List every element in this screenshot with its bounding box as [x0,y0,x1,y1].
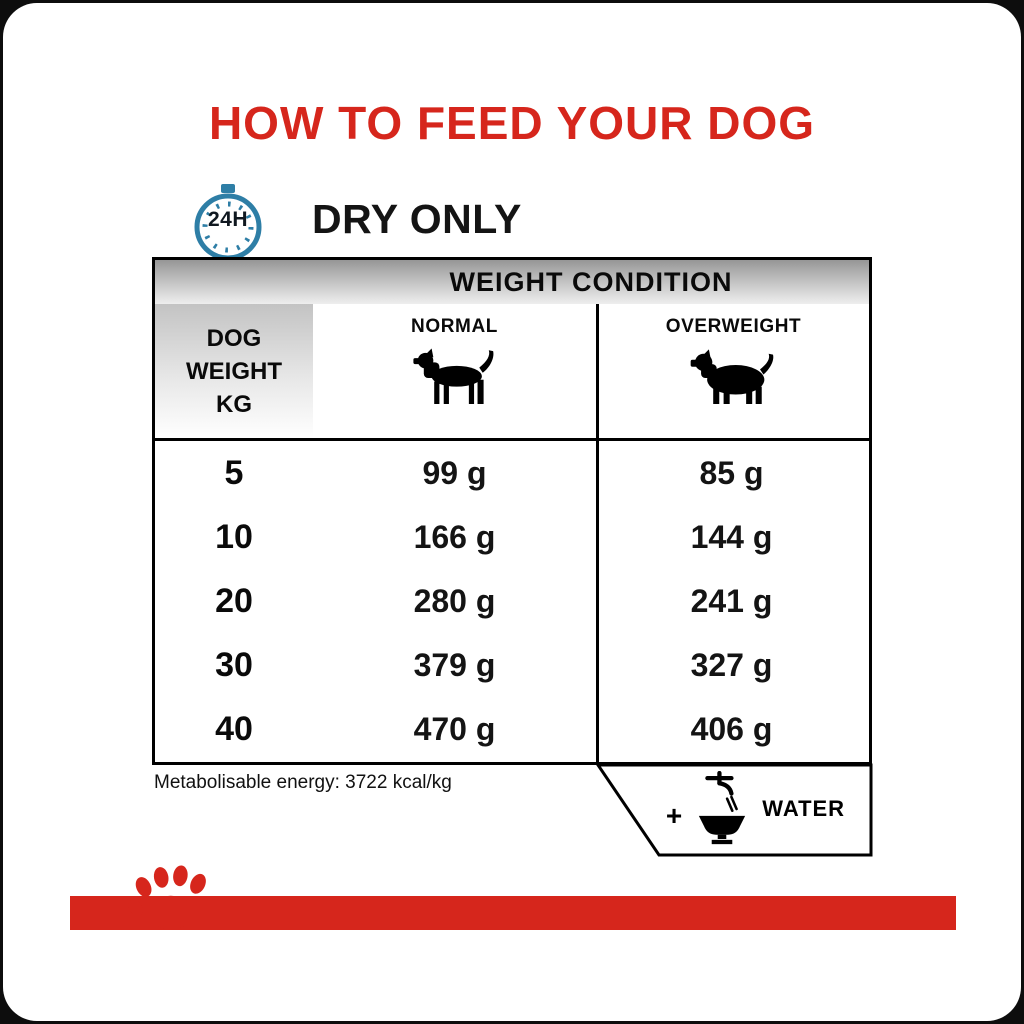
water-callout: + WATER [595,763,874,858]
water-callout-outline [595,763,873,857]
normal-cell: 470 g [413,711,496,748]
normal-cell: 166 g [413,518,496,555]
dog-weight-kg-header: DOG WEIGHT KG [155,304,313,438]
overweight-dog-icon [690,349,773,404]
feeding-table: WEIGHT CONDITION DOG WEIGHT KG NORMAL [152,257,872,765]
row-header-line: KG [216,390,252,418]
normal-dog-icon [412,348,493,404]
brand-red-bar [70,896,956,930]
weight-cell: 5 [224,453,244,492]
faucet-water-icon [699,770,746,844]
weight-cell: 20 [215,582,253,620]
feeding-mode-label: DRY ONLY [312,196,522,242]
overweight-cell: 241 g [690,583,773,619]
plus-sign: + [665,799,683,831]
page-title: HOW TO FEED YOUR DOG [208,97,816,149]
clock-24h-icon: 24H [184,184,272,262]
water-label: WATER [762,795,846,821]
table-row: 10 166 g 144 g [155,505,869,569]
column-divider-line [596,304,599,762]
weight-condition-header: WEIGHT CONDITION [155,260,869,304]
clock-label: 24H [207,208,249,231]
column-header-normal: NORMAL [313,304,596,438]
table-row: 40 470 g 406 g [155,698,869,762]
overweight-cell: 85 g [699,454,764,491]
column-header-overweight: OVERWEIGHT [598,304,869,438]
column-label: NORMAL [411,316,498,337]
overweight-cell: 406 g [690,711,773,748]
normal-cell: 99 g [422,454,487,491]
overweight-cell: 144 g [690,518,773,555]
normal-cell: 379 g [413,647,496,684]
column-label: OVERWEIGHT [665,316,802,337]
row-header-line: WEIGHT [186,357,282,385]
table-row: 30 379 g 327 g [155,634,869,698]
paw-print-logo [128,865,215,930]
overweight-cell: 327 g [690,647,773,684]
header-divider-line [155,438,869,441]
table-rows: 5 99 g 85 g 10 166 g 144 g 20 280 g 241 … [155,441,869,762]
row-header-line: DOG [206,324,262,352]
weight-cell: 40 [215,710,253,749]
table-row: 20 280 g 241 g [155,569,869,633]
normal-cell: 280 g [413,583,496,619]
weight-cell: 30 [215,646,253,685]
weight-cell: 10 [215,517,253,556]
table-row: 5 99 g 85 g [155,441,869,505]
energy-note: Metabolisable energy: 3722 kcal/kg [154,772,452,793]
